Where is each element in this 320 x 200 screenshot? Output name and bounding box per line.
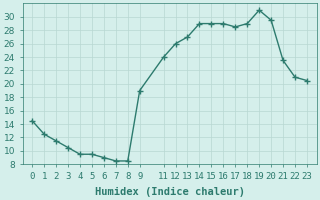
X-axis label: Humidex (Indice chaleur): Humidex (Indice chaleur)	[95, 186, 244, 197]
